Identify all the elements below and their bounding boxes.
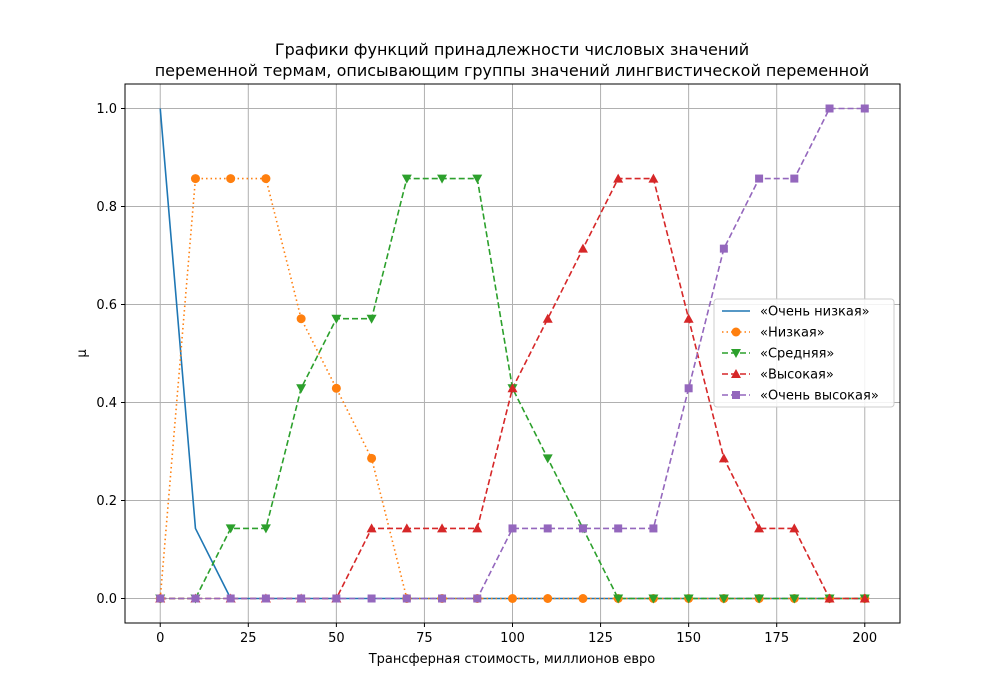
data-point — [825, 104, 834, 113]
data-point — [367, 453, 377, 463]
data-point — [331, 314, 342, 324]
data-point — [507, 383, 518, 393]
data-point — [401, 174, 412, 184]
x-tick-label: 100 — [500, 631, 525, 646]
legend-box — [713, 298, 895, 408]
legend-label-5: «Очень высокая» — [760, 389, 879, 404]
data-point — [156, 594, 165, 603]
data-point — [718, 594, 729, 604]
data-point — [472, 174, 483, 184]
chart-title-line-2: переменной термам, описывающим группы зн… — [155, 61, 870, 80]
data-point — [577, 243, 588, 253]
data-point — [718, 453, 729, 463]
data-point — [297, 594, 306, 603]
data-point — [367, 594, 376, 603]
series-line-3 — [160, 177, 865, 600]
data-point — [613, 173, 624, 183]
legend-label-1: «Очень низкая» — [760, 305, 870, 320]
legend-label-3: «Средняя» — [760, 347, 834, 362]
x-tick-label: 125 — [588, 631, 613, 646]
legend: «Очень низкая» «Низкая» «Средняя» «Высокая»… — [713, 298, 895, 408]
x-tick-label: 175 — [764, 631, 789, 646]
x-tick-label: 25 — [240, 631, 257, 646]
y-tick-label: 0.0 — [96, 592, 117, 607]
data-point — [296, 314, 306, 324]
x-tick-label: 150 — [676, 631, 701, 646]
data-point — [789, 523, 800, 533]
y-axis-ticks: 0.0 0.2 0.4 0.6 0.8 1.0 — [96, 102, 125, 607]
series-markers — [155, 104, 870, 604]
legend-marker-5 — [732, 391, 740, 399]
data-point — [190, 174, 200, 184]
y-tick-label: 1.0 — [96, 102, 117, 117]
data-point — [683, 594, 694, 604]
data-point — [437, 523, 448, 533]
y-axis-label: μ — [75, 349, 90, 357]
data-point — [226, 174, 236, 184]
data-point — [578, 594, 588, 603]
data-point — [649, 524, 658, 533]
data-point — [648, 594, 659, 604]
x-tick-label: 75 — [416, 631, 433, 646]
series-line-2 — [159, 177, 865, 600]
y-tick-label: 0.4 — [96, 396, 117, 411]
data-point — [191, 594, 200, 603]
data-point — [332, 594, 341, 603]
data-point — [331, 383, 341, 393]
data-point — [401, 523, 412, 533]
data-point — [543, 524, 552, 533]
data-point — [754, 523, 765, 533]
legend-marker-4 — [731, 369, 741, 378]
data-point — [261, 594, 270, 603]
data-point — [755, 174, 764, 183]
data-point — [508, 524, 517, 533]
data-point — [754, 594, 765, 604]
data-point — [824, 593, 835, 603]
x-tick-label: 0 — [156, 631, 164, 646]
chart-title-line-1: Графики функций принадлежности числовых … — [275, 40, 749, 59]
data-point — [438, 594, 447, 603]
data-point — [613, 594, 624, 604]
data-point — [859, 593, 870, 603]
x-axis-ticks: 0 25 50 75 100 125 150 175 200 — [156, 623, 877, 646]
data-point — [684, 384, 693, 393]
legend-label-2: «Низкая» — [760, 326, 825, 341]
data-point — [402, 594, 411, 603]
y-tick-label: 0.6 — [96, 298, 117, 313]
x-tick-label: 50 — [328, 631, 345, 646]
series-line-5 — [160, 107, 865, 600]
legend-marker-3 — [731, 349, 741, 358]
x-axis-label: Трансферная стоимость, миллионов евро — [368, 652, 656, 667]
data-point — [296, 384, 307, 394]
data-point — [614, 524, 623, 533]
data-point — [260, 524, 271, 534]
data-point — [543, 594, 553, 603]
data-point — [225, 524, 236, 534]
data-point — [437, 174, 448, 184]
data-point — [578, 524, 587, 533]
y-tick-label: 0.2 — [96, 494, 117, 509]
data-point — [542, 313, 553, 323]
data-point — [648, 173, 659, 183]
data-point — [226, 594, 235, 603]
x-tick-label: 200 — [852, 631, 877, 646]
y-tick-label: 0.8 — [96, 200, 117, 215]
data-point — [719, 244, 728, 253]
legend-label-4: «Высокая» — [760, 368, 834, 383]
data-point — [473, 594, 482, 603]
data-point — [261, 174, 271, 184]
data-point — [508, 594, 517, 603]
data-point — [860, 104, 869, 113]
data-point — [789, 594, 800, 604]
data-point — [472, 523, 483, 533]
data-point — [790, 174, 799, 183]
data-point — [542, 454, 553, 464]
data-point — [366, 314, 377, 324]
legend-marker-2 — [731, 327, 741, 337]
data-point — [366, 523, 377, 533]
data-point — [683, 313, 694, 323]
